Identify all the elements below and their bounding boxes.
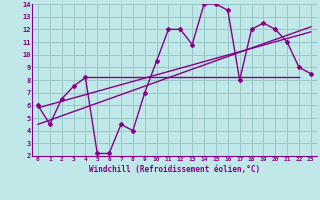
X-axis label: Windchill (Refroidissement éolien,°C): Windchill (Refroidissement éolien,°C) — [89, 165, 260, 174]
